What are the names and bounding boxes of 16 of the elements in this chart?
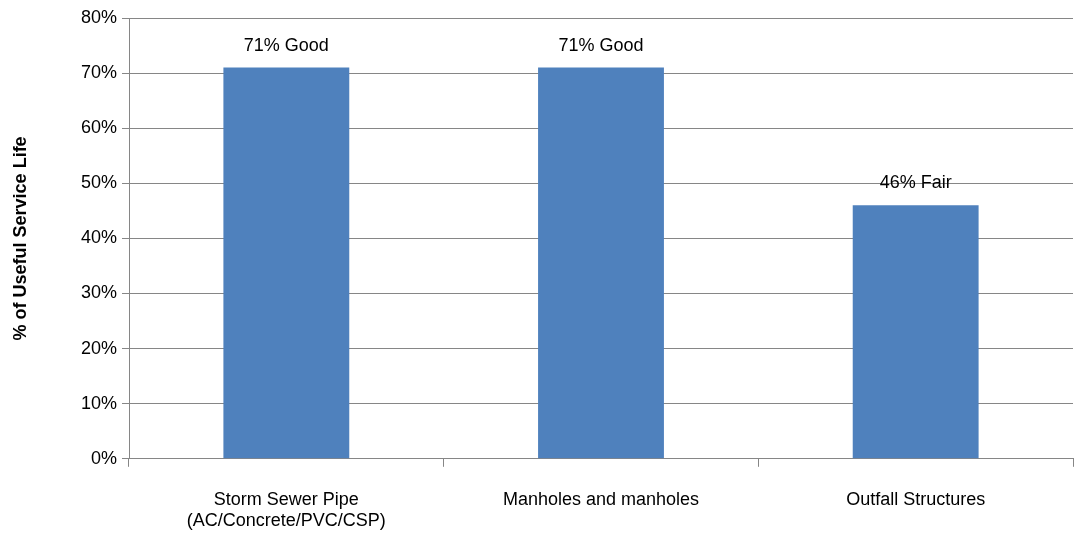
y-tick-label: 40% bbox=[80, 227, 117, 248]
y-tick-label: 0% bbox=[90, 447, 117, 468]
y-tick-label: 60% bbox=[80, 117, 117, 138]
y-tick-label: 50% bbox=[80, 172, 117, 193]
x-tick-label: Manholes and manholes bbox=[502, 488, 700, 509]
x-tick-label: Storm Sewer Pipe (AC/Concrete/PVC/CSP) bbox=[186, 488, 386, 531]
x-tick-label: Outfall Structures bbox=[846, 488, 986, 509]
y-tick-label: 10% bbox=[80, 392, 117, 413]
data-label: 71% Good bbox=[243, 34, 329, 55]
data-label: 46% Fair bbox=[879, 172, 952, 193]
y-tick-label: 70% bbox=[80, 62, 117, 83]
y-tick-label: 80% bbox=[80, 6, 117, 27]
data-label: 71% Good bbox=[558, 34, 644, 55]
y-tick-label: 30% bbox=[80, 282, 117, 303]
y-axis-title: % of Useful Service Life bbox=[9, 136, 30, 341]
y-tick-label: 20% bbox=[80, 337, 117, 358]
